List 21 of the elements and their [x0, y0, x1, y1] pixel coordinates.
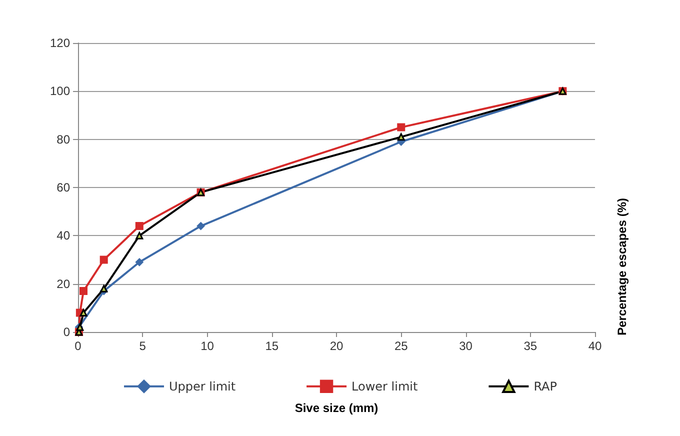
x-axis-title: Sive size (mm) [294, 401, 378, 415]
legend-label: Upper limit [169, 379, 236, 394]
y-tick-label: 40 [56, 228, 70, 243]
y-axis-title: Percentage escapes (%) [615, 198, 629, 336]
legend-label: RAP [534, 379, 557, 394]
y-tick-label: 60 [56, 180, 70, 194]
x-tick-label: 0 [74, 339, 82, 353]
y-tick-label: 20 [56, 276, 70, 291]
y-tick-label: 0 [63, 325, 70, 339]
legend-label: Lower limit [352, 379, 418, 394]
x-tick-label: 5 [139, 339, 146, 353]
x-tick-label: 20 [330, 339, 344, 353]
y-tick-label: 80 [56, 132, 70, 146]
x-tick-label: 30 [459, 339, 473, 353]
x-tick-label: 25 [394, 339, 408, 353]
x-tick-label: 40 [588, 339, 602, 353]
y-tick-label: 120 [50, 36, 70, 50]
y-tick-label: 100 [50, 84, 70, 98]
x-tick-label: 35 [524, 339, 538, 353]
x-tick-label: 15 [265, 339, 279, 353]
x-tick-label: 10 [200, 339, 214, 353]
